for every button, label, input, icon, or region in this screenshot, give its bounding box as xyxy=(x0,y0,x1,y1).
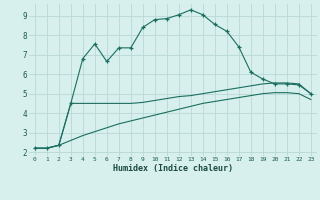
X-axis label: Humidex (Indice chaleur): Humidex (Indice chaleur) xyxy=(113,164,233,173)
